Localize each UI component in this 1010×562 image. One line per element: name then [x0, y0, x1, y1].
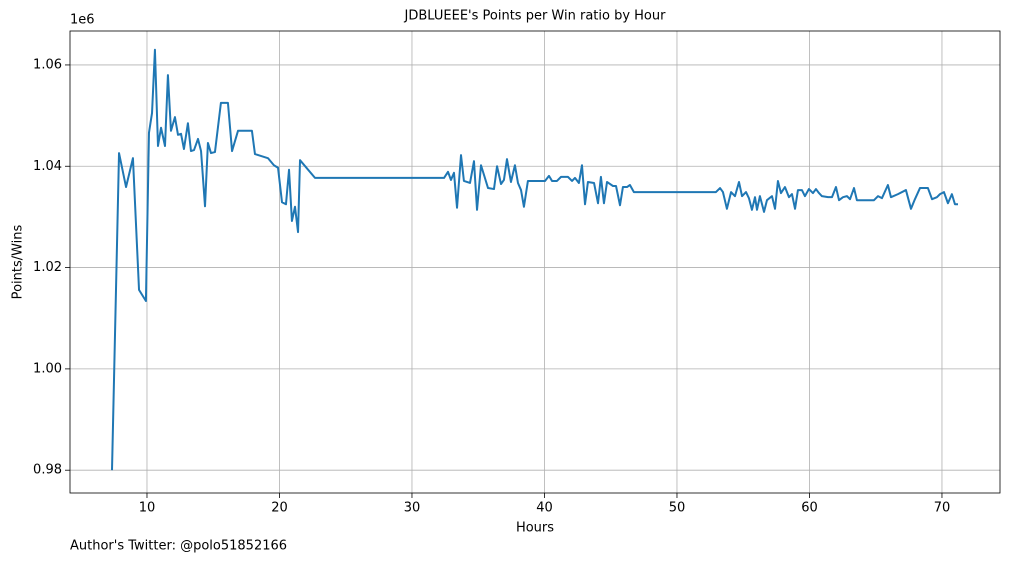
data-line	[111, 48, 958, 471]
y-tick-label: 1.02	[33, 260, 62, 275]
plot-frame	[69, 30, 1001, 494]
x-tick-label: 70	[934, 501, 951, 516]
x-axis-label: Hours	[516, 521, 554, 536]
x-tick-label: 50	[669, 501, 686, 516]
footnote: Author's Twitter: @polo51852166	[70, 539, 287, 554]
x-tick-label: 30	[404, 501, 421, 516]
y-tick-label: 1.04	[33, 159, 62, 174]
x-tick-label: 40	[536, 501, 553, 516]
x-tick-label: 10	[139, 501, 156, 516]
y-offset-label: 1e6	[70, 13, 95, 28]
x-tick-label: 20	[271, 501, 288, 516]
y-tick-label: 0.98	[33, 463, 62, 478]
chart-title: JDBLUEEE's Points per Win ratio by Hour	[404, 9, 667, 24]
y-axis-label: Points/Wins	[11, 224, 26, 299]
x-tick-label: 60	[801, 501, 818, 516]
y-tick-label: 1.06	[33, 57, 62, 72]
y-tick-label: 1.00	[33, 361, 62, 376]
